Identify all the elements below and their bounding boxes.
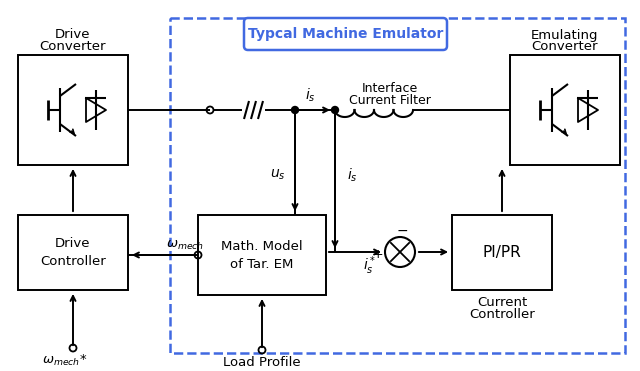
Bar	[510, 55, 620, 165]
Text: Math. Model: Math. Model	[221, 240, 303, 253]
Text: $u_s$: $u_s$	[270, 168, 286, 182]
Text: $i_s$: $i_s$	[305, 86, 316, 104]
Text: Converter: Converter	[40, 40, 106, 53]
Text: $i_s$: $i_s$	[347, 166, 357, 184]
Bar	[18, 215, 128, 290]
Circle shape	[291, 106, 298, 114]
Text: Emulating: Emulating	[531, 29, 599, 42]
Text: +: +	[372, 247, 383, 260]
Text: Typcal Machine Emulator: Typcal Machine Emulator	[248, 27, 443, 41]
Bar	[18, 55, 128, 165]
Text: −: −	[396, 224, 408, 238]
Bar	[170, 18, 625, 353]
Text: $\omega_{mech}$*: $\omega_{mech}$*	[42, 352, 88, 368]
Text: Controller: Controller	[40, 255, 106, 268]
Text: PI/PR: PI/PR	[483, 245, 522, 260]
Text: Drive: Drive	[55, 237, 91, 250]
FancyBboxPatch shape	[244, 18, 447, 50]
Text: Load Profile: Load Profile	[223, 357, 301, 370]
Text: Drive: Drive	[55, 29, 91, 42]
Bar	[198, 215, 326, 295]
Text: $i_s^*$: $i_s^*$	[364, 255, 377, 277]
Text: of Tar. EM: of Tar. EM	[230, 257, 294, 270]
Text: Converter: Converter	[532, 40, 598, 53]
Bar	[452, 215, 552, 290]
Text: Interface: Interface	[362, 82, 418, 95]
Text: $\omega_{mech}$: $\omega_{mech}$	[166, 239, 204, 252]
Circle shape	[332, 106, 339, 114]
Text: Controller: Controller	[469, 308, 535, 321]
Text: Current Filter: Current Filter	[349, 93, 431, 106]
Text: Current: Current	[477, 295, 527, 309]
